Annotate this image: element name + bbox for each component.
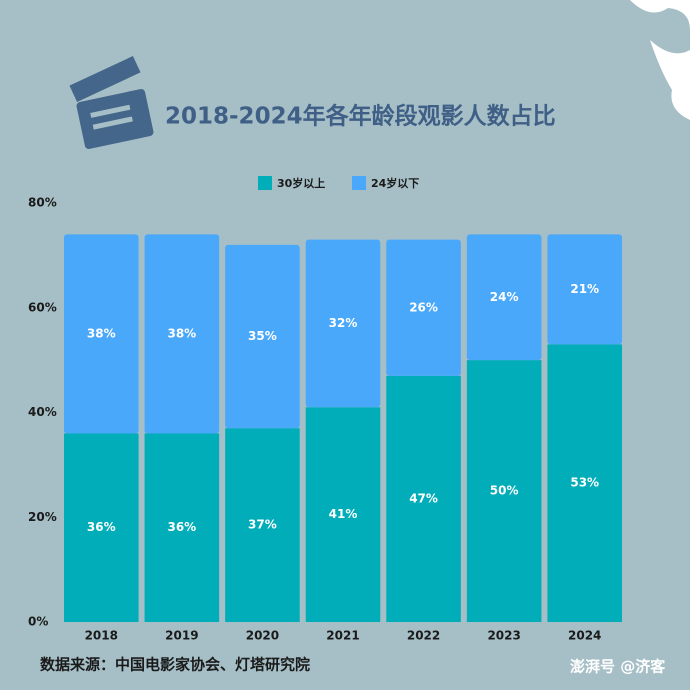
value-label: 36% <box>167 520 196 534</box>
bar-segment <box>64 433 139 622</box>
bar-segment <box>144 234 220 434</box>
value-label: 38% <box>167 326 196 340</box>
value-label: 26% <box>409 300 438 314</box>
bar-segment <box>386 375 461 622</box>
value-label: 36% <box>87 520 116 534</box>
source-note: 数据来源：中国电影家协会、灯塔研究院 <box>40 656 310 674</box>
legend-label: 30岁以上 <box>277 176 325 190</box>
decoration <box>630 0 690 120</box>
x-tick-label: 2019 <box>165 629 198 643</box>
chart-title: 2018-2024年各年龄段观影人数占比 <box>165 103 556 130</box>
bar-segment <box>466 234 542 361</box>
value-label: 47% <box>409 491 438 505</box>
y-tick-label: 80% <box>28 196 57 210</box>
y-tick-label: 0% <box>28 615 48 629</box>
legend-swatch <box>258 176 272 190</box>
x-tick-label: 2020 <box>246 629 279 643</box>
bar-segment <box>305 239 381 408</box>
bar-segment <box>466 360 542 622</box>
bar-segment <box>225 244 300 429</box>
x-tick-label: 2022 <box>407 629 440 643</box>
x-tick-label: 2018 <box>85 629 118 643</box>
bar-segment <box>225 428 300 622</box>
x-tick-label: 2023 <box>487 629 520 643</box>
value-label: 41% <box>329 507 358 521</box>
x-tick-label: 2024 <box>568 629 601 643</box>
bar-segment <box>64 234 139 434</box>
watermark: 澎湃号 @济客 <box>570 658 666 676</box>
legend-swatch <box>352 176 366 190</box>
value-label: 24% <box>490 290 519 304</box>
legend-label: 24岁以下 <box>371 176 419 190</box>
x-tick-label: 2021 <box>326 629 359 643</box>
bar-segment <box>144 433 220 622</box>
y-tick-label: 60% <box>28 300 57 314</box>
y-tick-label: 20% <box>28 510 57 524</box>
value-label: 35% <box>248 329 277 343</box>
y-tick-label: 40% <box>28 405 57 419</box>
value-label: 38% <box>87 326 116 340</box>
clapperboard-icon <box>69 56 154 150</box>
bar-segment <box>547 234 622 345</box>
value-label: 53% <box>570 476 599 490</box>
bar-segment <box>386 239 461 376</box>
bar-segment <box>547 344 622 622</box>
value-label: 32% <box>329 316 358 330</box>
value-label: 50% <box>490 484 519 498</box>
value-label: 21% <box>570 282 599 296</box>
bar-segment <box>305 407 381 622</box>
value-label: 37% <box>248 518 277 532</box>
